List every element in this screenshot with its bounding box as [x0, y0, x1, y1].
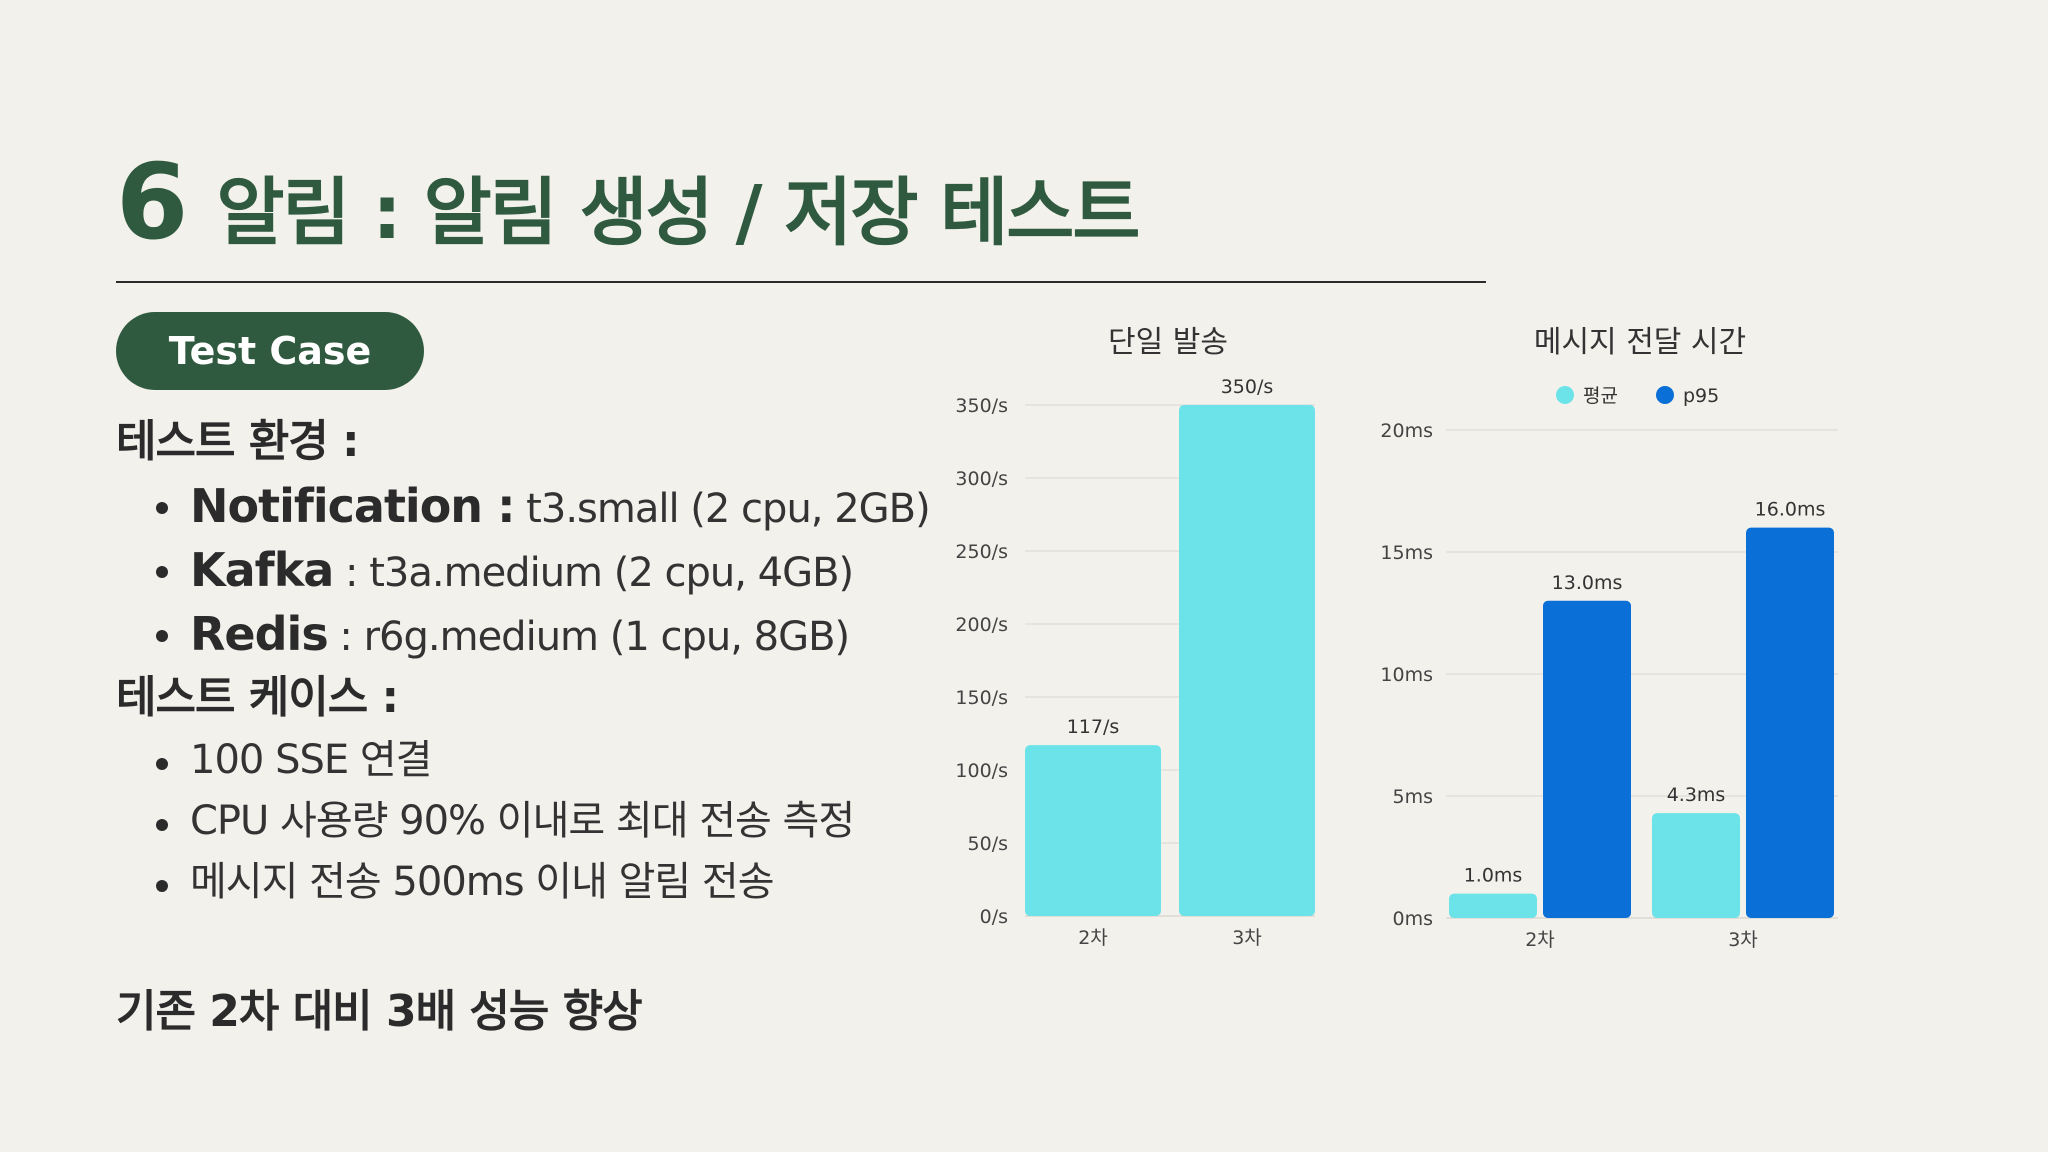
bar [1652, 813, 1740, 918]
y-tick-label: 200/s [955, 614, 1008, 636]
conclusion-text: 기존 2차 대비 3배 성능 향상 [116, 986, 643, 1037]
y-tick-label: 150/s [955, 687, 1008, 709]
env-item: Notification : t3.small (2 cpu, 2GB) [116, 474, 931, 538]
env-item-value: t3.small (2 cpu, 2GB) [514, 486, 931, 532]
y-tick-label: 300/s [955, 468, 1008, 490]
env-item: Redis : r6g.medium (1 cpu, 8GB) [116, 602, 916, 666]
bar [1179, 405, 1315, 916]
chart-title: 메시지 전달 시간 [1534, 325, 1746, 360]
y-tick-label: 20ms [1380, 420, 1433, 442]
case-item: CPU 사용량 90% 이내로 최대 전송 측정 [116, 791, 916, 852]
env-item: Kafka : t3a.medium (2 cpu, 4GB) [116, 538, 916, 602]
legend-swatch [1656, 386, 1674, 404]
legend-swatch [1556, 386, 1574, 404]
data-label: 117/s [1067, 716, 1120, 738]
env-item-value: : r6g.medium (1 cpu, 8GB) [327, 614, 850, 660]
y-tick-label: 50/s [968, 833, 1008, 855]
legend-label: 평균 [1583, 385, 1618, 407]
test-description: 테스트 환경 : Notification : t3.small (2 cpu,… [116, 410, 931, 913]
x-tick-label: 2차 [1078, 927, 1108, 949]
data-label: 4.3ms [1667, 784, 1726, 806]
y-tick-label: 15ms [1380, 542, 1433, 564]
y-tick-label: 100/s [955, 760, 1008, 782]
data-label: 16.0ms [1755, 499, 1826, 521]
env-item-value: : t3a.medium (2 cpu, 4GB) [333, 550, 854, 596]
env-item-name: Kafka [190, 543, 334, 597]
env-item-name: Redis [190, 607, 329, 661]
chart-title: 단일 발송 [1108, 325, 1228, 360]
data-label: 1.0ms [1464, 865, 1523, 887]
env-heading: 테스트 환경 : [116, 416, 360, 467]
y-tick-label: 5ms [1393, 786, 1434, 808]
bar [1746, 527, 1834, 918]
slide-title-text: 알림 : 알림 생성 / 저장 테스트 [216, 170, 1140, 256]
case-item: 100 SSE 연결 [116, 730, 916, 791]
y-tick-label: 10ms [1380, 664, 1433, 686]
x-tick-label: 3차 [1232, 927, 1262, 949]
env-list: Notification : t3.small (2 cpu, 2GB) Kaf… [116, 474, 931, 666]
case-item: 메시지 전송 500ms 이내 알림 전송 [116, 852, 916, 913]
title-divider [116, 281, 1486, 283]
slide-title: 6 알림 : 알림 생성 / 저장 테스트 [116, 141, 1140, 263]
y-tick-label: 250/s [955, 541, 1008, 563]
bar [1025, 745, 1161, 916]
env-item-name: Notification : [190, 479, 515, 533]
bar [1543, 600, 1631, 918]
case-list: 100 SSE 연결 CPU 사용량 90% 이내로 최대 전송 측정 메시지 … [116, 730, 916, 913]
legend-label: p95 [1683, 385, 1719, 407]
test-case-badge: Test Case [116, 312, 424, 390]
y-tick-label: 350/s [955, 395, 1008, 417]
y-tick-label: 0/s [980, 906, 1008, 928]
y-tick-label: 0ms [1393, 908, 1434, 930]
case-heading: 테스트 케이스 : [116, 672, 399, 723]
bar [1449, 893, 1537, 918]
slide-number: 6 [116, 141, 189, 263]
x-tick-label: 2차 [1525, 929, 1555, 951]
x-tick-label: 3차 [1728, 929, 1758, 951]
data-label: 13.0ms [1552, 572, 1623, 594]
data-label: 350/s [1221, 376, 1274, 398]
